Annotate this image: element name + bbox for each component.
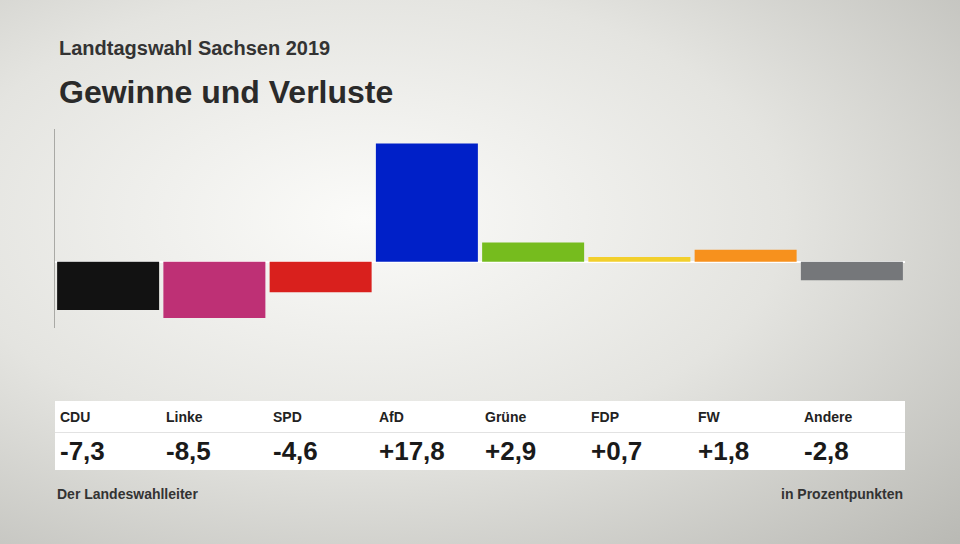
svg-text:-4,6: -4,6 [273,436,318,466]
svg-text:+2,9: +2,9 [485,436,536,466]
svg-text:+1,8: +1,8 [698,436,749,466]
svg-text:SPD: SPD [273,409,302,425]
svg-text:AfD: AfD [379,409,404,425]
svg-text:Der Landeswahlleiter: Der Landeswahlleiter [57,486,198,502]
svg-text:-7,3: -7,3 [60,436,105,466]
svg-text:Gewinne und Verluste: Gewinne und Verluste [59,74,393,110]
svg-text:-2,8: -2,8 [804,436,849,466]
svg-text:Landtagswahl Sachsen 2019: Landtagswahl Sachsen 2019 [59,37,330,59]
svg-text:CDU: CDU [60,409,90,425]
svg-text:in Prozentpunkten: in Prozentpunkten [781,486,903,502]
svg-text:+17,8: +17,8 [379,436,445,466]
svg-text:FDP: FDP [591,409,619,425]
svg-text:+0,7: +0,7 [591,436,642,466]
svg-text:FW: FW [698,409,721,425]
svg-text:-8,5: -8,5 [166,436,211,466]
svg-text:Grüne: Grüne [485,409,526,425]
svg-text:Andere: Andere [804,409,852,425]
svg-text:Linke: Linke [166,409,203,425]
